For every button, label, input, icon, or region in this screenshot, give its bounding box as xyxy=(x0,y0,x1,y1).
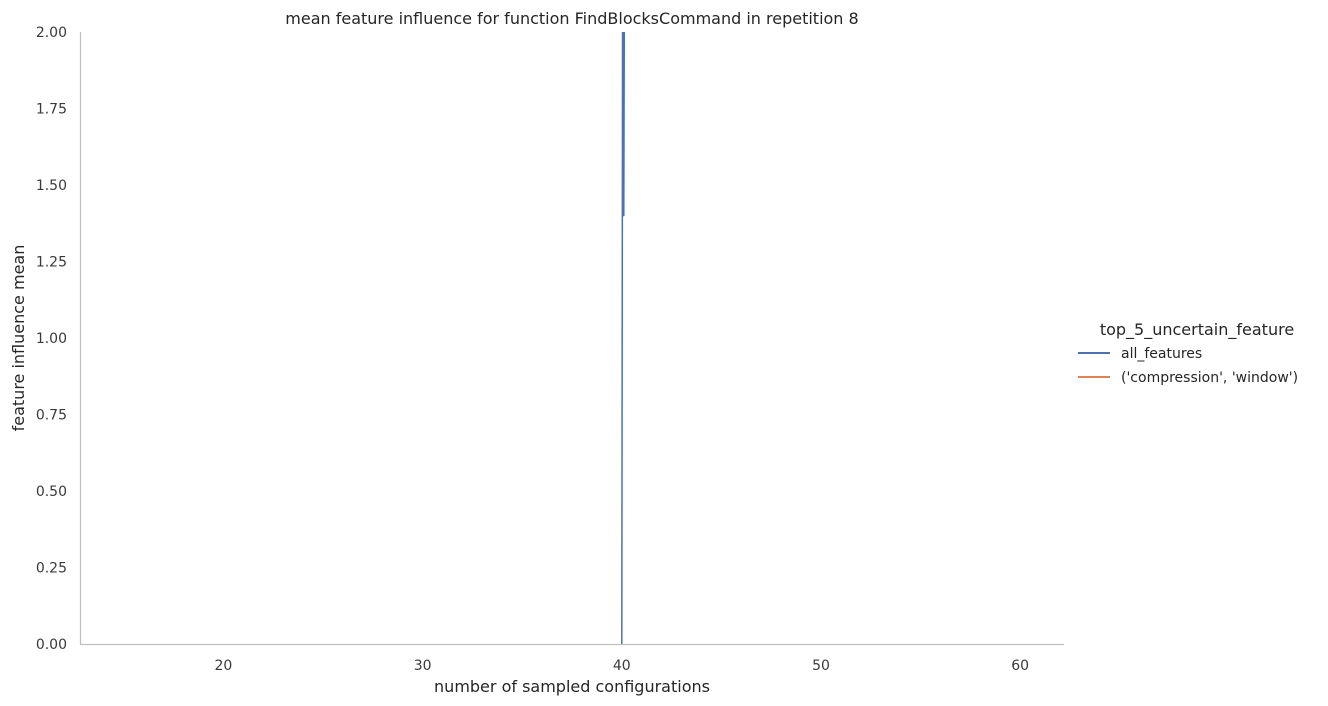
y-tick-label: 0.25 xyxy=(36,561,67,577)
y-tick-label: 1.25 xyxy=(36,255,67,271)
legend-title: top_5_uncertain_feature xyxy=(1100,320,1294,340)
y-tick-label: 0.75 xyxy=(36,408,67,424)
x-tick-label: 40 xyxy=(613,658,631,674)
x-tick-label: 50 xyxy=(812,658,830,674)
chart-title: mean feature influence for function Find… xyxy=(285,9,858,28)
y-axis-label: feature influence mean xyxy=(9,245,28,432)
x-axis-label: number of sampled configurations xyxy=(434,677,710,696)
x-tick-label: 30 xyxy=(414,658,432,674)
y-tick-label: 0.50 xyxy=(36,484,67,500)
y-tick-label: 2.00 xyxy=(36,25,67,41)
x-tick-label: 20 xyxy=(215,658,233,674)
y-tick-label: 1.75 xyxy=(36,102,67,118)
y-tick-labels: 0.00 0.25 0.50 0.75 1.00 1.25 1.50 1.75 2.00 xyxy=(36,25,67,653)
y-tick-label: 1.00 xyxy=(36,331,67,347)
plot-area xyxy=(621,32,626,644)
x-tick-labels: 20 30 40 50 60 xyxy=(215,658,1030,674)
x-tick-label: 60 xyxy=(1011,658,1029,674)
y-tick-label: 1.50 xyxy=(36,178,67,194)
series-line-all-features xyxy=(621,32,626,644)
legend: top_5_uncertain_feature all_features ('c… xyxy=(1078,320,1298,386)
legend-label-compression-window: ('compression', 'window') xyxy=(1121,370,1298,386)
y-tick-label: 0.00 xyxy=(36,637,67,653)
legend-label-all-features: all_features xyxy=(1121,346,1202,362)
